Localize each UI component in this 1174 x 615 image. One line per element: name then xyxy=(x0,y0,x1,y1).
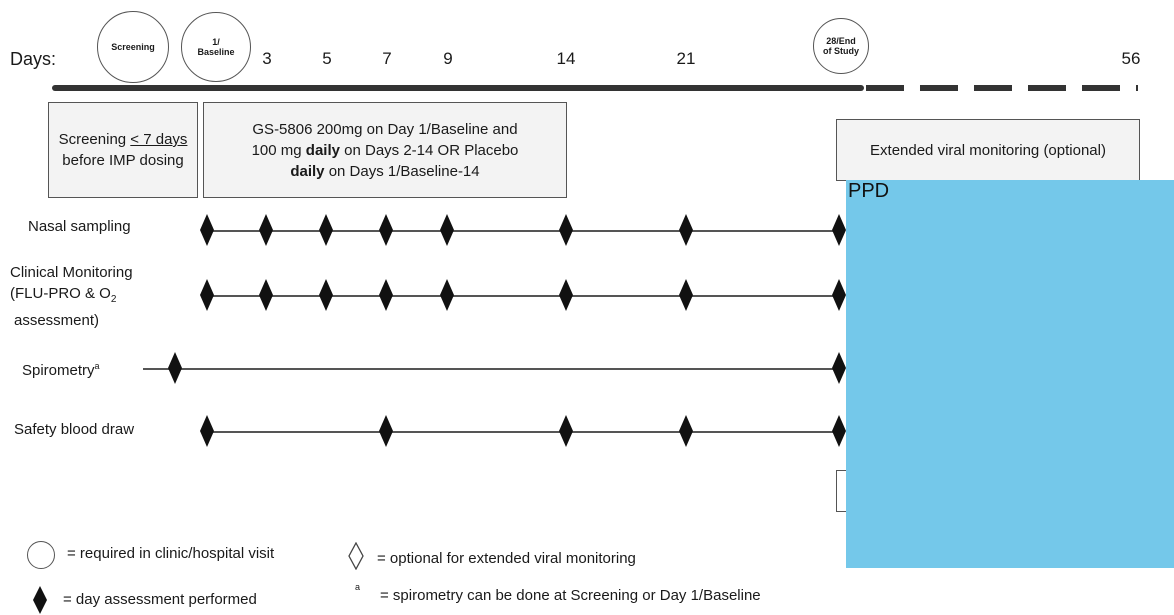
clinical-line1: Clinical Monitoring xyxy=(10,264,133,281)
screening-window-text: Screening < 7 days before IMP dosing xyxy=(59,129,188,171)
dosing-regimen-text: GS-5806 200mg on Day 1/Baseline and 100 … xyxy=(252,119,519,182)
dosing-line2c: on Days 2-14 OR Placebo xyxy=(339,141,519,159)
legend-filled-diamond-text: = day assessment performed xyxy=(63,591,257,608)
spirometry-row-line xyxy=(143,368,839,370)
diamond-clinical-day7 xyxy=(379,279,393,311)
clinical-row-line xyxy=(207,295,839,297)
diamond-clinical-day5 xyxy=(319,279,333,311)
diamond-clinical-day28 xyxy=(832,279,846,311)
diamond-safety-day21 xyxy=(679,415,693,447)
diamond-nasal-day1 xyxy=(200,214,214,246)
dosing-line3b: on Days 1/Baseline-14 xyxy=(324,162,480,180)
end-circle-label: 28/End of Study xyxy=(823,36,859,56)
diamond-spirometry-day28 xyxy=(832,352,846,384)
diamond-nasal-day7 xyxy=(379,214,393,246)
diamond-safety-day1 xyxy=(200,415,214,447)
row-label-spirometry: Spirometrya xyxy=(22,356,100,381)
timeline-solid-bar xyxy=(52,85,864,91)
diamond-safety-day14 xyxy=(559,415,573,447)
diamond-safety-day28 xyxy=(832,415,846,447)
day-56: 56 xyxy=(1121,49,1141,68)
legend-open-diamond-icon xyxy=(348,542,364,570)
screening-window-line1b: < 7 days xyxy=(130,131,188,148)
diamond-nasal-day5 xyxy=(319,214,333,246)
screening-visit-circle: Screening xyxy=(97,11,169,83)
extended-monitoring-text: Extended viral monitoring (optional) xyxy=(870,141,1106,159)
legend-footnote-mark: a xyxy=(355,582,361,592)
end-circle-line2: of Study xyxy=(823,46,859,56)
clinical-line3: assessment) xyxy=(14,312,100,329)
baseline-circle-line1: 1/ xyxy=(212,37,220,47)
day-14: 14 xyxy=(556,49,576,68)
row-label-clinical-monitoring: Clinical Monitoring (FLU-PRO & O2 assess… xyxy=(10,262,133,331)
diamond-clinical-day3 xyxy=(259,279,273,311)
legend-footnote-text: = spirometry can be done at Screening or… xyxy=(380,587,761,604)
screening-window-line2: before IMP dosing xyxy=(62,152,184,169)
safety-row-line xyxy=(207,431,839,433)
diamond-spirometry-screening xyxy=(168,352,182,384)
diamond-clinical-day9 xyxy=(440,279,454,311)
day-7: 7 xyxy=(382,49,392,68)
baseline-visit-circle: 1/ Baseline xyxy=(181,12,251,82)
dosing-line1: GS-5806 200mg on Day 1/Baseline and xyxy=(252,120,518,138)
diamond-clinical-day21 xyxy=(679,279,693,311)
day-5: 5 xyxy=(322,49,332,68)
diamond-clinical-day1 xyxy=(200,279,214,311)
dosing-regimen-box: GS-5806 200mg on Day 1/Baseline and 100 … xyxy=(203,102,567,198)
spirometry-text: Spirometry xyxy=(22,362,95,379)
screening-window-line1a: Screening xyxy=(58,131,131,148)
diamond-clinical-day14 xyxy=(559,279,573,311)
diamond-safety-day7 xyxy=(379,415,393,447)
legend-circle-icon xyxy=(27,541,55,569)
redaction-label: PPD xyxy=(848,180,890,202)
dosing-line2b: daily xyxy=(305,141,340,159)
screening-window-box: Screening < 7 days before IMP dosing xyxy=(48,102,198,198)
legend-circle-text: = required in clinic/hospital visit xyxy=(67,545,275,562)
diamond-nasal-day3 xyxy=(259,214,273,246)
clinical-line2-sub: 2 xyxy=(110,294,117,305)
redaction-block xyxy=(846,180,1174,568)
clinical-line2: (FLU-PRO & O xyxy=(10,285,111,302)
legend-open-diamond-text: = optional for extended viral monitoring xyxy=(377,550,636,567)
dosing-line3a: daily xyxy=(290,162,325,180)
days-label: Days: xyxy=(10,49,57,69)
row-label-nasal-sampling: Nasal sampling xyxy=(28,218,131,235)
diamond-nasal-day14 xyxy=(559,214,573,246)
baseline-circle-line2: Baseline xyxy=(197,47,235,57)
day-21: 21 xyxy=(676,49,696,68)
screening-circle-label: Screening xyxy=(111,42,155,52)
diamond-nasal-day9 xyxy=(440,214,454,246)
legend-filled-diamond-icon xyxy=(33,586,47,614)
day-3: 3 xyxy=(262,49,272,68)
spirometry-sup: a xyxy=(94,361,100,371)
diamond-nasal-day21 xyxy=(679,214,693,246)
row-label-safety-blood-draw: Safety blood draw xyxy=(14,421,135,438)
diamond-nasal-day28 xyxy=(832,214,846,246)
nasal-row-line xyxy=(207,230,839,232)
baseline-circle-label: 1/ Baseline xyxy=(197,37,234,57)
dosing-line2a: 100 mg xyxy=(251,141,306,159)
end-circle-line1: 28/End xyxy=(826,36,856,46)
end-of-study-visit-circle: 28/End of Study xyxy=(813,18,869,74)
day-9: 9 xyxy=(443,49,453,68)
extended-monitoring-box: Extended viral monitoring (optional) xyxy=(836,119,1140,181)
timeline-dashed-bar xyxy=(866,85,1138,91)
